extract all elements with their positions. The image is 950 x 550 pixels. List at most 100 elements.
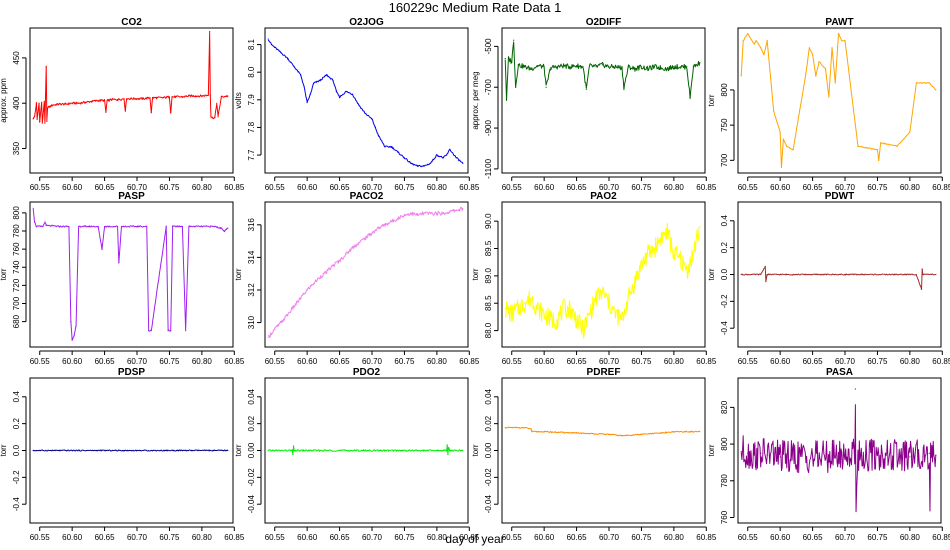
x-tick-label: 60.55 [30, 357, 51, 366]
y-axis-label: torr [0, 268, 8, 280]
data-point [107, 99, 110, 102]
data-point [181, 96, 184, 98]
y-tick-label: 89.5 [484, 240, 493, 256]
data-point [930, 454, 932, 456]
data-point [44, 221, 46, 223]
data-point [766, 454, 768, 456]
data-point [569, 308, 571, 310]
x-tick-label: 60.75 [394, 357, 415, 366]
data-point [403, 157, 406, 159]
data-point [136, 225, 138, 228]
data-point [429, 212, 431, 215]
y-tick-label: -900 [484, 120, 493, 137]
plot-frame [264, 27, 469, 174]
data-point [855, 507, 857, 509]
data-point [515, 86, 517, 88]
data-point [32, 118, 34, 120]
data-point [530, 297, 532, 299]
series-line [740, 33, 937, 169]
data-point [217, 116, 219, 118]
panel-pdo2: PDO2 60.55 60.60 60.65 60.70 60.75 60.80 60.85 -… [234, 367, 480, 542]
data-point [319, 276, 321, 278]
data-point [300, 297, 302, 299]
data-point [808, 47, 810, 49]
x-tick-label: 60.55 [30, 183, 51, 192]
y-tick-label: 800 [12, 206, 21, 220]
data-point [58, 103, 60, 105]
data-point [928, 82, 930, 84]
data-point [608, 66, 610, 68]
y-tick-label: 314 [247, 250, 256, 264]
data-point [550, 319, 552, 321]
x-tick-label: 60.75 [867, 183, 888, 192]
data-point [42, 225, 44, 228]
data-point [699, 226, 701, 228]
y-axis-label: torr [234, 444, 243, 456]
data-point [844, 40, 846, 42]
data-point [766, 273, 768, 276]
data-point [673, 66, 675, 68]
y-tick-label: 0.00 [247, 442, 256, 458]
data-point [660, 67, 662, 69]
data-point [32, 449, 34, 452]
data-point [921, 268, 923, 270]
x-tick-label: 60.60 [770, 357, 791, 366]
data-point [118, 262, 120, 264]
data-point [150, 111, 152, 113]
data-point [175, 96, 177, 98]
data-point [545, 86, 547, 88]
data-point [116, 98, 119, 101]
y-tick-label: 0.04 [484, 388, 493, 404]
x-tick-label: 60.75 [159, 357, 180, 366]
data-point [766, 40, 768, 42]
panel-paco2: PACO2 60.55 60.60 60.65 60.70 60.75 60.80 60.85… [234, 191, 480, 366]
y-tick-label: 0.00 [484, 442, 493, 458]
y-axis-label: torr [707, 94, 716, 106]
data-point [377, 135, 380, 137]
panel-title: PASA [826, 367, 853, 378]
y-tick-label: -0.4 [720, 321, 729, 335]
data-point [621, 319, 623, 321]
panel-co2: CO2 60.55 60.60 60.65 60.70 60.75 60.80 60.85 35… [0, 17, 245, 192]
x-tick-label: 60.55 [738, 357, 759, 366]
data-point [436, 212, 438, 215]
y-tick-label: -1100 [484, 158, 493, 178]
y-axis-label: torr [471, 268, 480, 280]
x-tick-label: 60.60 [770, 183, 791, 192]
data-point [742, 40, 744, 42]
data-point [32, 207, 34, 209]
x-tick-label: 60.60 [534, 533, 555, 542]
data-point [214, 225, 216, 228]
data-point [575, 432, 578, 434]
data-point [35, 102, 38, 104]
x-tick-label: 60.55 [738, 183, 759, 192]
data-point [673, 431, 675, 433]
data-point [150, 330, 152, 332]
data-point [326, 271, 328, 273]
panel-title: PDSP [118, 367, 146, 378]
data-point [928, 452, 930, 454]
data-point [530, 68, 532, 70]
data-point [922, 273, 924, 276]
data-point [423, 165, 425, 167]
data-point [45, 224, 47, 227]
panel-title: O2DIFF [586, 17, 622, 28]
data-point [162, 97, 164, 99]
x-tick-label: 60.70 [362, 533, 383, 542]
data-point [45, 66, 47, 68]
data-point [504, 427, 506, 429]
data-point [43, 100, 45, 103]
data-point [358, 242, 360, 244]
data-point [507, 58, 510, 60]
data-point [779, 456, 781, 458]
data-point [857, 454, 859, 456]
data-point [142, 98, 145, 100]
series-line [504, 426, 701, 437]
data-point [640, 433, 643, 435]
data-point [621, 67, 623, 69]
data-point [517, 308, 519, 310]
data-point [429, 162, 431, 164]
data-point [214, 117, 216, 119]
y-tick-label: 7.9 [247, 94, 256, 106]
data-point [185, 330, 187, 332]
